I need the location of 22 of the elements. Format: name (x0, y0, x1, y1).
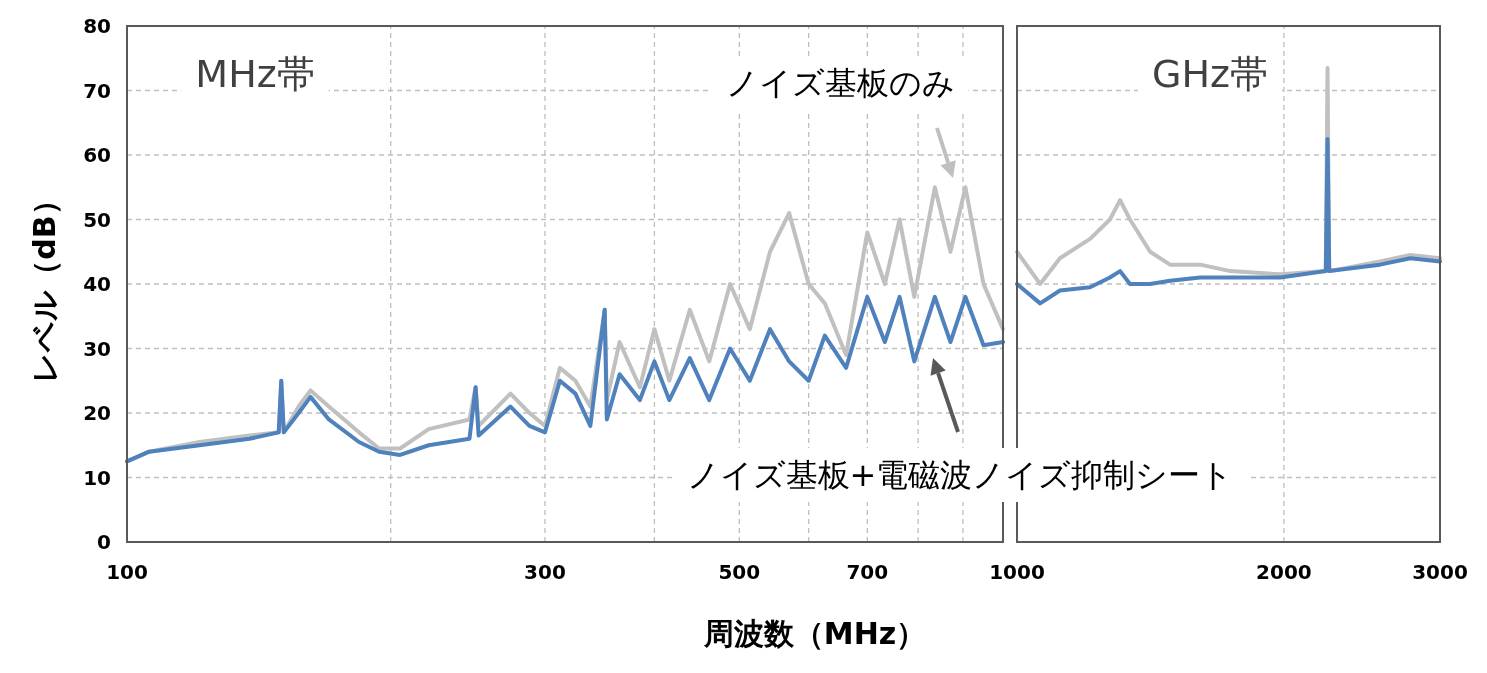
x-tick-label: 100 (106, 560, 148, 584)
y-tick-label: 50 (83, 207, 111, 232)
x-tick-label: 700 (846, 560, 889, 584)
text: GHz帯 (1152, 52, 1268, 96)
y-tick-label: 40 (83, 272, 111, 296)
x-tick-label: 3000 (1412, 560, 1468, 584)
text: ノイズ基板のみ (725, 64, 955, 102)
x-tick-label: 300 (524, 560, 566, 584)
x-tick-label: 2000 (1256, 560, 1312, 584)
text: MHz帯 (195, 52, 315, 96)
y-tick-label: 20 (83, 401, 111, 425)
y-tick-label: 80 (83, 14, 111, 38)
x-axis-title: 周波数（MHz） (702, 615, 927, 651)
y-tick-label: 10 (83, 465, 111, 490)
y-tick-label: 0 (97, 530, 111, 554)
x-tick-label: 500 (718, 560, 761, 584)
y-tick-label: 70 (83, 78, 111, 103)
x-tick-label: 1000 (989, 560, 1045, 584)
y-axis-title: レベル（dB） (26, 185, 62, 383)
series-label: ノイズ基板+電磁波ノイズ抑制シート (686, 456, 1234, 494)
y-tick-label: 30 (83, 336, 111, 361)
y-tick-label: 60 (83, 143, 111, 167)
